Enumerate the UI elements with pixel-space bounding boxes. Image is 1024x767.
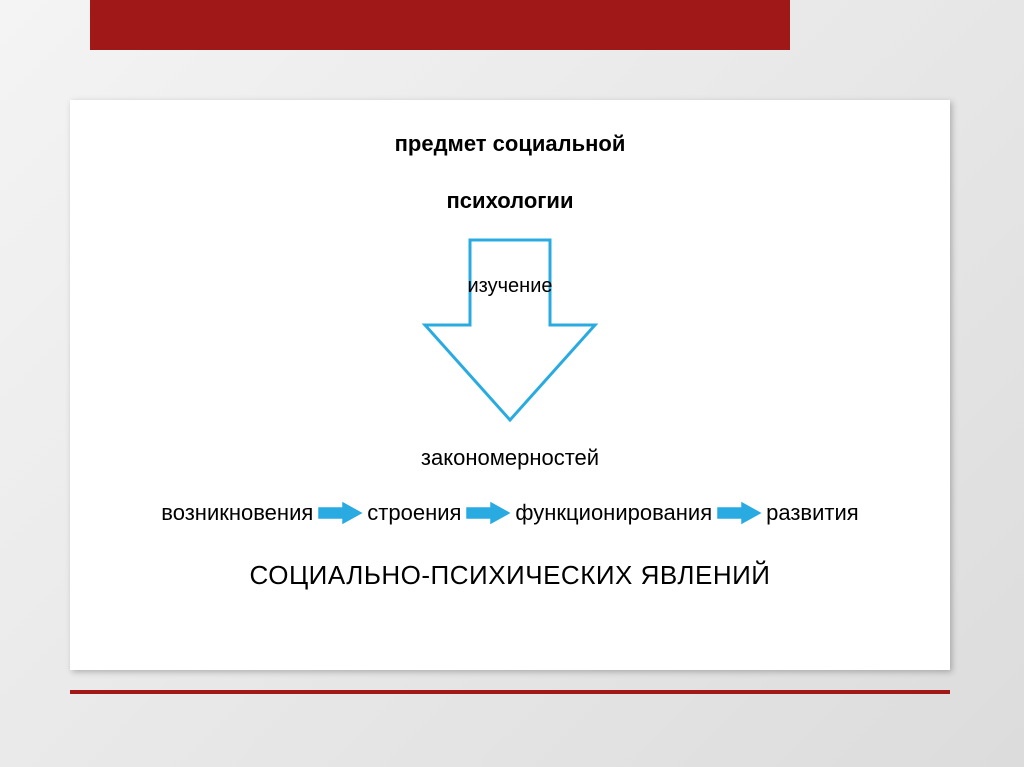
accent-top-bar <box>90 0 790 50</box>
title-line-2: психологии <box>70 172 950 229</box>
down-arrow-icon <box>415 230 605 430</box>
flow-row: возникновения строения функционирования … <box>70 500 950 526</box>
right-arrow-shape <box>319 503 361 523</box>
slide: предмет социальной психологии изучение з… <box>0 0 1024 767</box>
big-down-arrow <box>70 230 950 435</box>
arrow-label: изучение <box>70 275 950 298</box>
right-arrow-icon <box>465 501 511 525</box>
content-panel: предмет социальной психологии изучение з… <box>70 100 950 670</box>
bottom-label: СОЦИАЛЬНО-ПСИХИЧЕСКИХ ЯВЛЕНИЙ <box>70 560 950 591</box>
title-line-1: предмет социальной <box>70 115 950 172</box>
diagram-title: предмет социальной психологии <box>70 115 950 229</box>
flow-word-4: развития <box>766 500 859 526</box>
right-arrow-icon <box>317 501 363 525</box>
right-arrow-shape <box>467 503 509 523</box>
accent-bottom-rule <box>70 690 950 694</box>
right-arrow-icon <box>716 501 762 525</box>
flow-word-3: функционирования <box>515 500 712 526</box>
flow-word-1: возникновения <box>161 500 313 526</box>
mid-label: закономерностей <box>70 445 950 471</box>
right-arrow-shape <box>718 503 760 523</box>
down-arrow-shape <box>425 240 595 420</box>
flow-word-2: строения <box>367 500 461 526</box>
